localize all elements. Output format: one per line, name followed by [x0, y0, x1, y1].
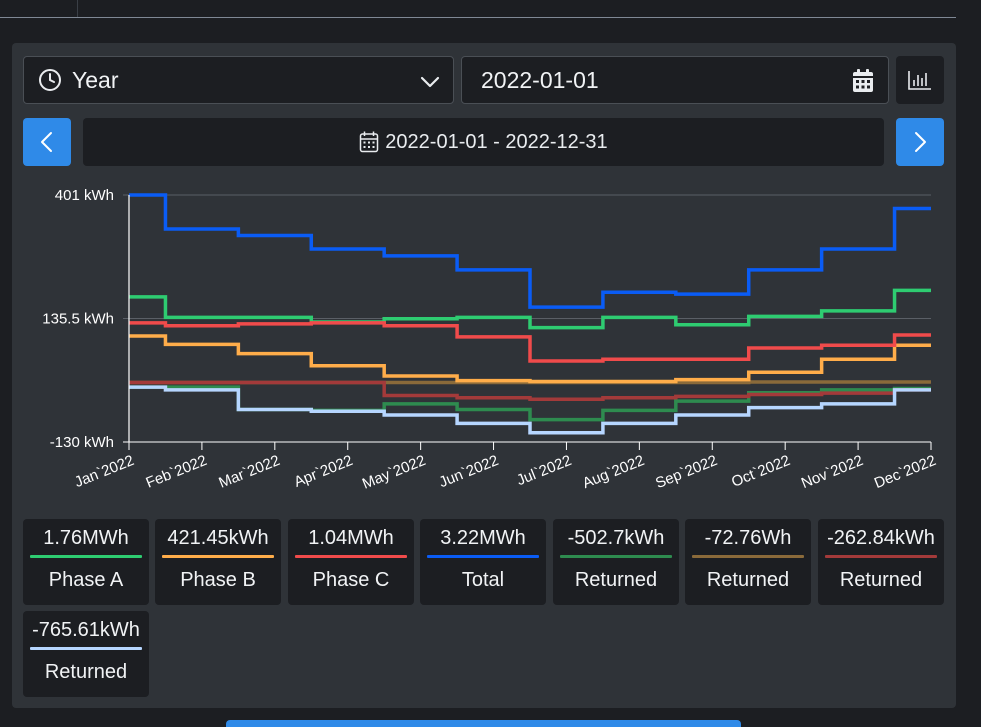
legend-value: 1.04MWh [308, 527, 394, 549]
legend-color-line [30, 555, 142, 558]
date-range-display: 2022-01-01 - 2022-12-31 [83, 118, 884, 166]
chevron-down-icon [420, 76, 440, 88]
x-tick-label: Aug`2022 [580, 452, 647, 492]
period-select[interactable]: Year [23, 56, 454, 104]
legend-name: Phase B [180, 569, 256, 591]
legend-color-line [427, 555, 539, 558]
legend-name: Returned [706, 569, 790, 591]
legend-value: -765.61kWh [32, 619, 140, 641]
x-tick-label: Nov`2022 [799, 452, 866, 492]
y-tick-label: 135.5 kWh [42, 311, 114, 328]
x-tick-label: Mar`2022 [216, 452, 282, 492]
legend-color-line [560, 555, 672, 558]
series-line [129, 193, 931, 309]
legend-card-returned-b[interactable]: -72.76Wh Returned [685, 519, 811, 605]
date-input[interactable]: 2022-01-01 [461, 56, 889, 104]
legend-value: 1.76MWh [43, 527, 129, 549]
legend-value: -502.7kWh [567, 527, 665, 549]
legend-card-phase-b[interactable]: 421.45kWh Phase B [155, 519, 281, 605]
x-tick-label: Feb`2022 [143, 452, 209, 492]
date-range-label: 2022-01-01 - 2022-12-31 [385, 130, 608, 153]
legend-color-line [30, 647, 142, 650]
x-tick-label: Oct`2022 [729, 452, 793, 491]
chart-series [129, 193, 931, 435]
calendar-icon [360, 131, 379, 153]
legend-name: Returned [574, 569, 658, 591]
legend-value: -262.84kWh [827, 527, 935, 549]
period-select-label: Year [72, 66, 119, 93]
clock-icon [39, 69, 61, 91]
legend-card-phase-a[interactable]: 1.76MWh Phase A [23, 519, 149, 605]
legend-name: Phase C [312, 569, 390, 591]
legend-card-returned-a[interactable]: -502.7kWh Returned [553, 519, 679, 605]
next-period-button[interactable] [896, 118, 944, 166]
date-input-value: 2022-01-01 [481, 66, 599, 93]
series-line [129, 380, 931, 401]
x-tick-label: Jul`2022 [514, 452, 574, 489]
legend-card-total[interactable]: 3.22MWh Total [420, 519, 546, 605]
legend-name: Total [461, 569, 505, 591]
legend-name: Phase A [48, 569, 124, 591]
topbar-divider [0, 17, 956, 18]
legend-card-returned-total[interactable]: -765.61kWh Returned [23, 611, 149, 697]
legend-name: Returned [839, 569, 923, 591]
y-tick-label: -130 kWh [50, 434, 114, 451]
topbar-divider-tick [77, 0, 78, 17]
y-tick-label: 401 kWh [55, 187, 114, 204]
x-tick-label: Dec`2022 [872, 452, 939, 492]
series-line [129, 321, 931, 363]
series-line [129, 334, 931, 384]
legend-card-returned-c[interactable]: -262.84kWh Returned [818, 519, 944, 605]
chevron-right-icon [915, 132, 926, 152]
x-tick-label: Sep`2022 [653, 452, 720, 492]
calendar-icon[interactable] [852, 69, 874, 93]
legend-color-line [825, 555, 937, 558]
chart-view-button[interactable] [896, 56, 944, 104]
legend-value: 3.22MWh [440, 527, 526, 549]
previous-period-button[interactable] [23, 118, 71, 166]
x-tick-label: Jan`2022 [72, 452, 136, 491]
legend-name: Returned [44, 661, 128, 683]
legend-color-line [692, 555, 804, 558]
legend-value: -72.76Wh [704, 527, 792, 549]
series-line [129, 288, 931, 330]
legend-color-line [162, 555, 274, 558]
legend-color-line [295, 555, 407, 558]
series-line [129, 385, 931, 422]
legend-value: 421.45kWh [167, 527, 269, 549]
bottom-action-button[interactable] [226, 720, 741, 727]
x-tick-label: May`2022 [360, 452, 428, 493]
legend-card-phase-c[interactable]: 1.04MWh Phase C [288, 519, 414, 605]
bar-chart-icon [908, 71, 931, 90]
series-line [129, 385, 931, 435]
x-tick-label: Apr`2022 [292, 452, 356, 491]
x-tick-label: Jun`2022 [437, 452, 501, 491]
chevron-left-icon [41, 132, 52, 152]
